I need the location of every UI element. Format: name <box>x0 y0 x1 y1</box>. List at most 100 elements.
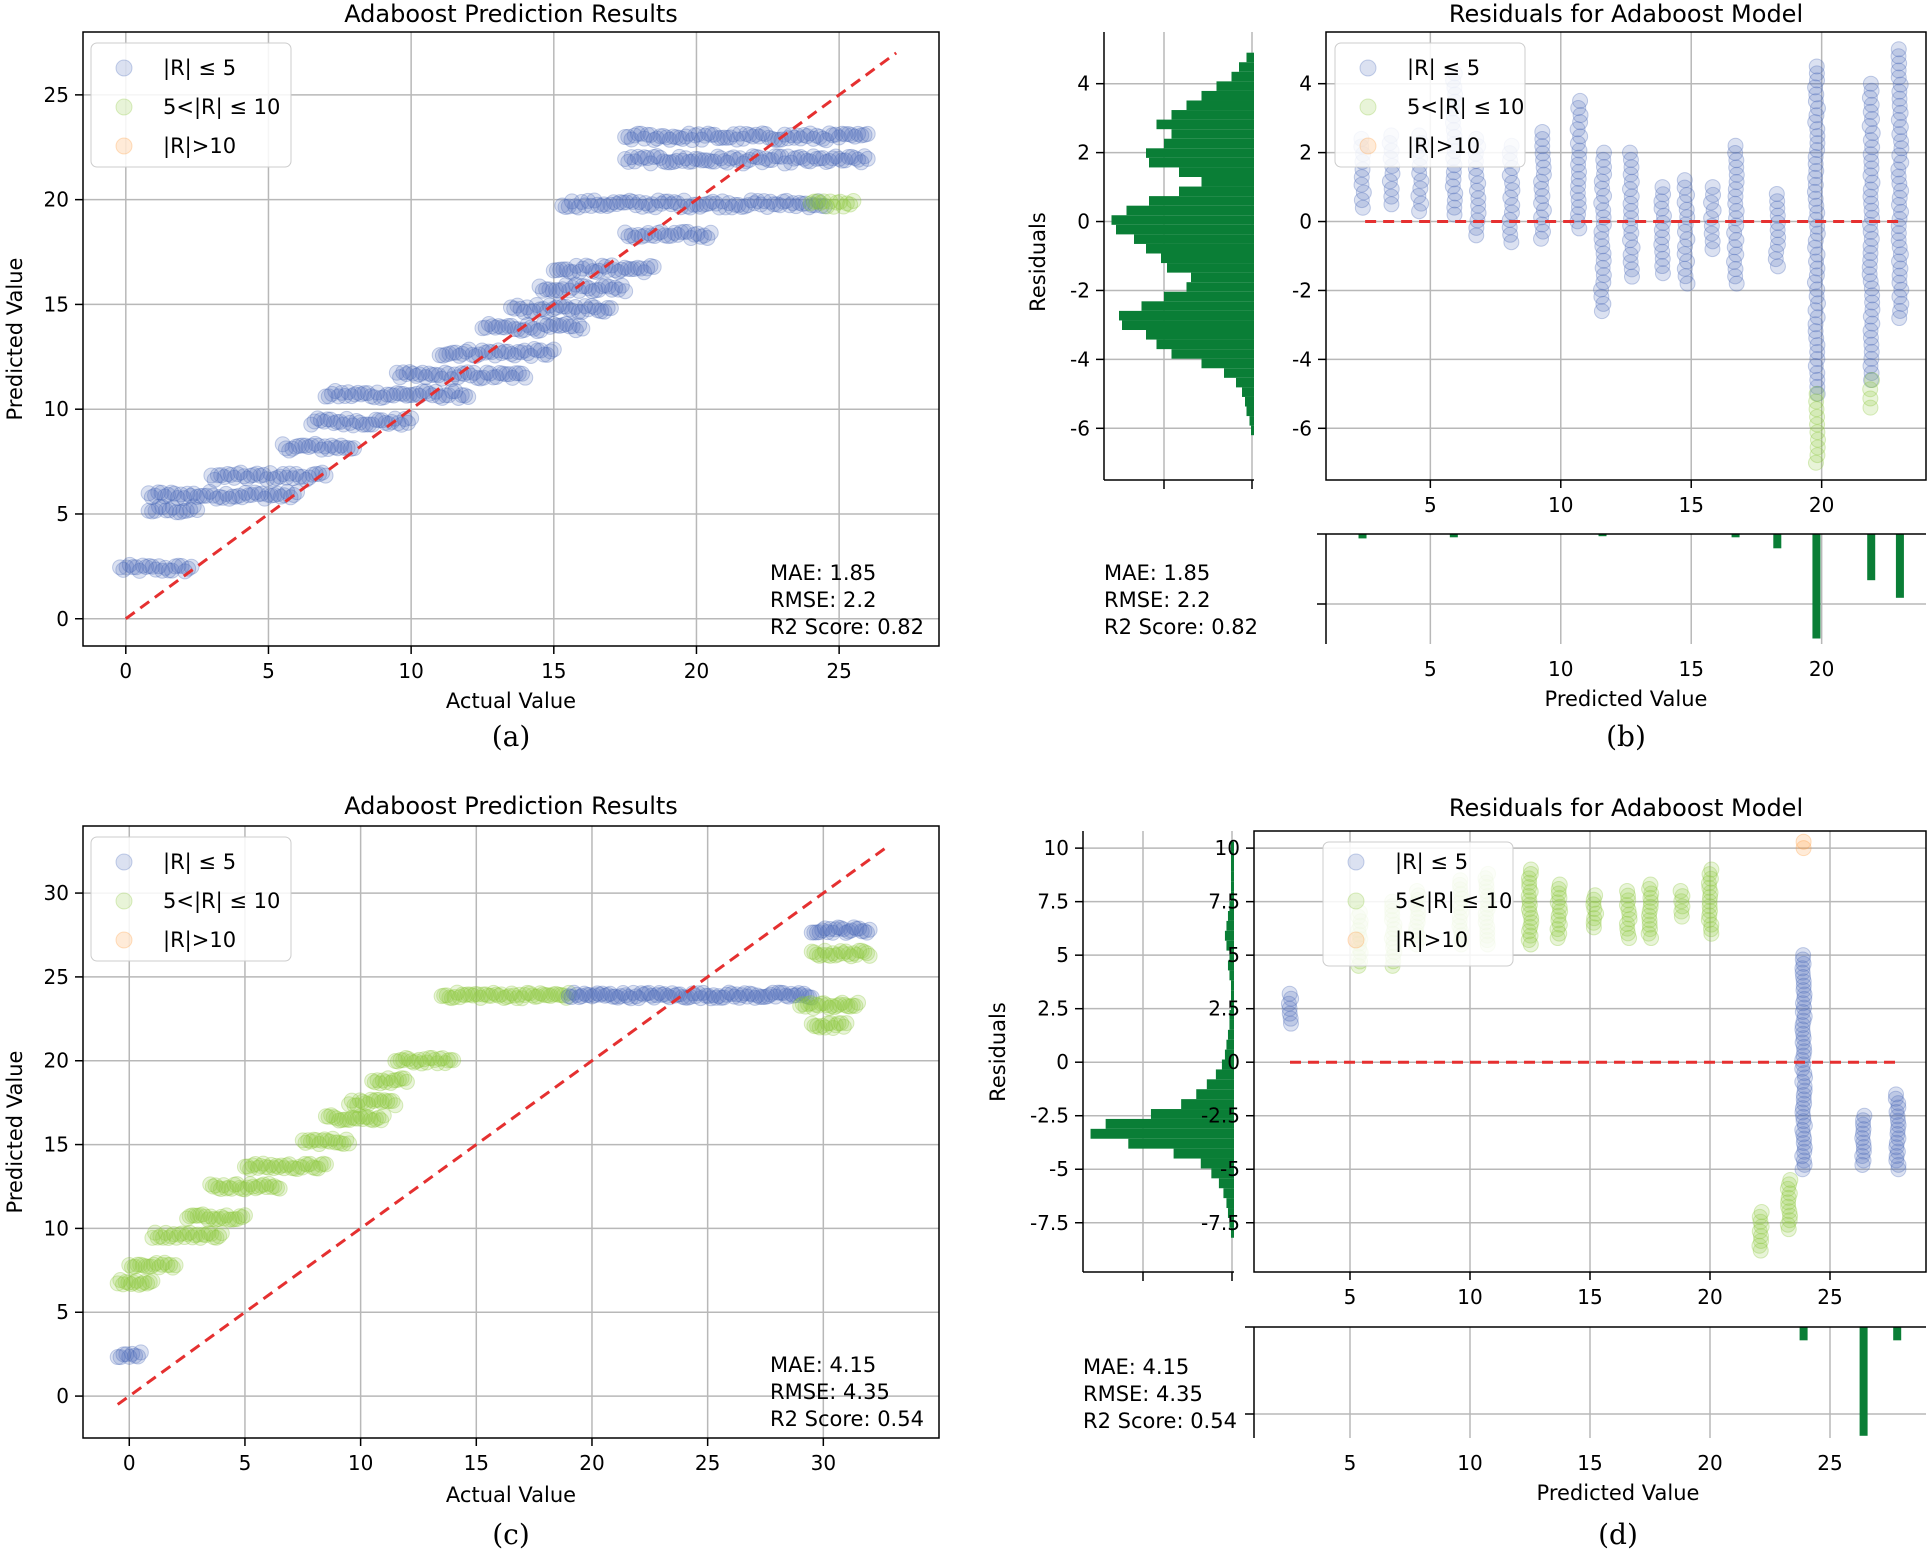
data-point <box>583 297 600 314</box>
hist-bar <box>1116 224 1254 235</box>
panel-a: Adaboost Prediction Results 0 5 10 15 20 2505… <box>3 0 940 753</box>
data-point <box>599 197 616 214</box>
hist-ytick-label: -5 <box>1049 1157 1069 1181</box>
metric-mae: MAE: 4.15 <box>770 1353 876 1377</box>
data-point <box>612 988 629 1005</box>
data-point <box>1522 861 1539 878</box>
data-point <box>1807 114 1824 131</box>
hist-bar <box>1186 100 1254 111</box>
data-point <box>360 1096 377 1113</box>
xtick-label: 15 <box>1577 1285 1602 1309</box>
hist-bar <box>1236 377 1254 388</box>
data-point <box>680 125 697 142</box>
panel-d-title: Residuals for Adaboost Model <box>1449 794 1803 822</box>
data-point <box>838 195 855 212</box>
data-point <box>153 484 170 501</box>
data-point <box>770 148 787 165</box>
data-point <box>1655 186 1672 203</box>
data-point <box>1535 152 1552 169</box>
data-point <box>381 1092 398 1109</box>
data-point <box>708 195 725 212</box>
data-point <box>1727 181 1744 198</box>
data-point <box>615 984 632 1001</box>
data-point <box>240 487 257 504</box>
data-point <box>281 1156 298 1173</box>
data-point <box>1677 238 1694 255</box>
data-point <box>645 148 662 165</box>
data-point <box>728 151 745 168</box>
data-point <box>380 1070 397 1087</box>
data-point <box>669 986 686 1003</box>
data-point <box>776 155 793 172</box>
data-point <box>671 129 688 146</box>
data-point <box>362 388 379 405</box>
data-point <box>194 1206 211 1223</box>
panel-d-caption: (d) <box>1598 1518 1638 1551</box>
data-point <box>1501 219 1518 236</box>
data-point <box>1623 188 1640 205</box>
data-point <box>338 410 355 427</box>
data-point <box>643 196 660 213</box>
data-point <box>709 148 726 165</box>
data-point <box>165 1226 182 1243</box>
data-point <box>450 389 467 406</box>
data-point <box>504 369 521 386</box>
panel-d-bottom-axes <box>1245 1326 1926 1438</box>
data-point <box>754 154 771 171</box>
panel-c-legend: |R| ≤ 5 5<|R| ≤ 10 |R|>10 <box>90 836 292 962</box>
data-point <box>834 152 851 169</box>
panel-b-bottom-histogram <box>1358 534 1904 639</box>
data-point <box>247 484 264 501</box>
data-point <box>1569 121 1586 138</box>
data-point <box>201 483 218 500</box>
data-point <box>484 318 501 335</box>
legend-marker-mid <box>1359 98 1377 116</box>
data-point <box>647 199 664 216</box>
data-point <box>542 987 559 1004</box>
data-point <box>1623 224 1640 241</box>
data-point <box>567 322 584 339</box>
data-point <box>148 1255 165 1272</box>
data-point <box>1809 281 1826 298</box>
data-point <box>1862 75 1879 92</box>
data-point <box>638 985 655 1002</box>
data-point <box>571 317 588 334</box>
data-point <box>195 1226 212 1243</box>
data-point <box>1572 107 1589 124</box>
data-point <box>672 199 689 216</box>
data-point <box>633 150 650 167</box>
data-point <box>316 413 333 430</box>
data-point <box>207 1177 224 1194</box>
data-point <box>257 1159 274 1176</box>
data-point <box>341 1135 358 1152</box>
ytick-label: 0 <box>56 607 69 631</box>
data-point <box>1654 243 1671 260</box>
data-point <box>218 1180 235 1197</box>
data-point <box>1447 185 1464 202</box>
data-point <box>303 437 320 454</box>
data-point <box>374 1072 391 1089</box>
xtick-label: 15 <box>541 659 566 683</box>
data-point <box>1703 194 1720 211</box>
data-point <box>1623 268 1640 285</box>
data-point <box>651 984 668 1001</box>
data-point <box>430 367 447 384</box>
data-point <box>364 416 381 433</box>
data-point <box>722 150 739 167</box>
data-point <box>1446 206 1463 223</box>
data-point <box>307 435 324 452</box>
ytick-label: 0 <box>1227 1050 1240 1074</box>
data-point <box>232 464 249 481</box>
data-point <box>124 1345 141 1362</box>
data-point <box>620 988 637 1005</box>
data-point <box>156 488 173 505</box>
hist-bar <box>1161 253 1254 264</box>
data-point <box>226 1176 243 1193</box>
data-point <box>1654 179 1671 196</box>
data-point <box>289 1161 306 1178</box>
data-point <box>590 281 607 298</box>
data-point <box>245 466 262 483</box>
data-point <box>313 1132 330 1149</box>
data-point <box>1446 199 1463 216</box>
